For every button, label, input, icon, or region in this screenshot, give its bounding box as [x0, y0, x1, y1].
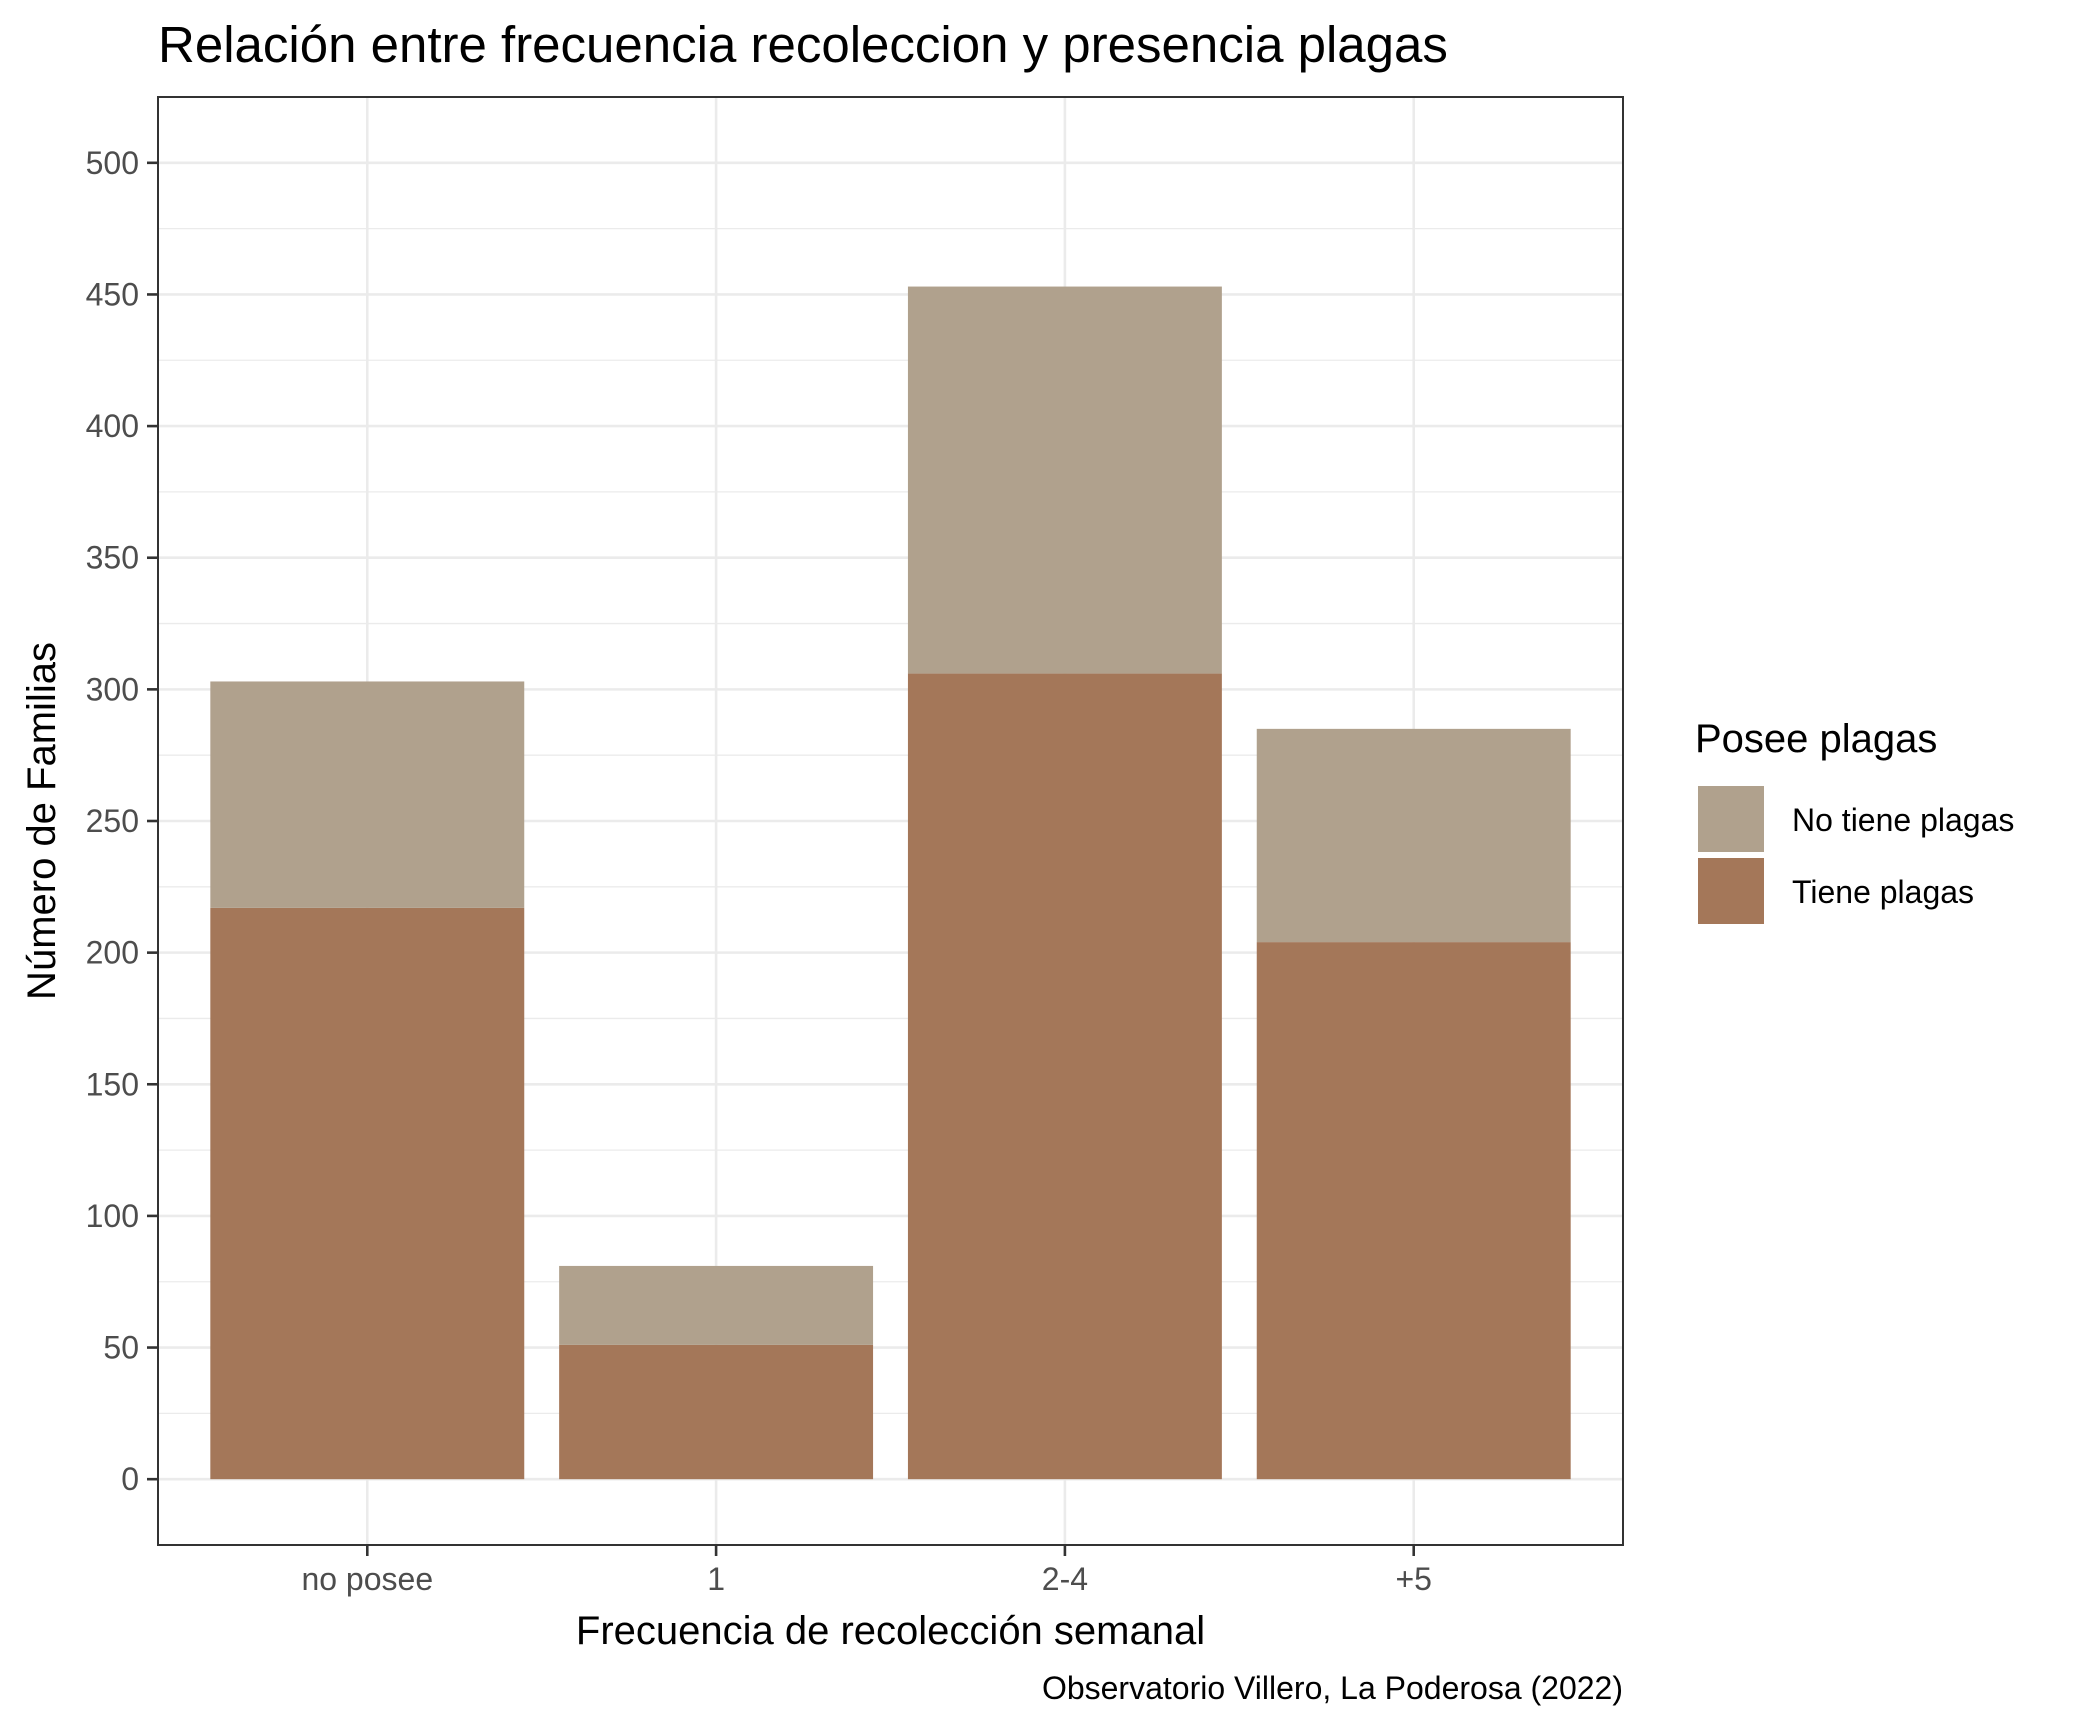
- x-tick-label: +5: [1395, 1561, 1431, 1597]
- chart-caption: Observatorio Villero, La Poderosa (2022): [1042, 1670, 1623, 1706]
- legend-label: Tiene plagas: [1792, 874, 1974, 910]
- y-axis: 0 50 100 150 200 250 300 350 400 450 500: [86, 145, 158, 1497]
- bar-no-tiene-plagas: [559, 1265, 874, 1345]
- x-axis-title: Frecuencia de recolección semanal: [576, 1609, 1205, 1653]
- y-tick-label: 300: [86, 671, 139, 707]
- y-tick-label: 500: [86, 145, 139, 181]
- y-tick-label: 400: [86, 408, 139, 444]
- y-tick-label: 350: [86, 540, 139, 576]
- y-tick-label: 450: [86, 276, 139, 312]
- plot-panel: [157, 96, 1624, 1546]
- y-tick-label: 150: [86, 1066, 139, 1102]
- x-axis: no posee 1 2-4 +5: [301, 1545, 1432, 1597]
- y-tick-label: 0: [121, 1461, 139, 1497]
- chart-title: Relación entre frecuencia recoleccion y …: [158, 16, 1448, 73]
- legend-title: Posee plagas: [1695, 717, 1937, 761]
- bar-tiene-plagas: [907, 673, 1222, 1480]
- y-tick-label: 50: [103, 1330, 139, 1366]
- bar-tiene-plagas: [559, 1344, 874, 1480]
- bar-tiene-plagas: [210, 907, 525, 1480]
- x-tick-label: 1: [707, 1561, 725, 1597]
- legend-key: [1698, 786, 1764, 852]
- x-tick-label: 2-4: [1042, 1561, 1088, 1597]
- x-tick-label: no posee: [301, 1561, 433, 1597]
- bar-tiene-plagas: [1256, 942, 1571, 1480]
- legend-label: No tiene plagas: [1792, 802, 2014, 838]
- legend-key: [1698, 858, 1764, 924]
- bars: [210, 286, 1571, 1480]
- y-tick-label: 200: [86, 935, 139, 971]
- legend: Posee plagas No tiene plagas Tiene plagas: [1695, 717, 2014, 924]
- bar-no-tiene-plagas: [210, 681, 525, 908]
- y-tick-label: 100: [86, 1198, 139, 1234]
- y-tick-label: 250: [86, 803, 139, 839]
- y-axis-title: Número de Familias: [20, 642, 64, 1000]
- bar-no-tiene-plagas: [907, 286, 1222, 674]
- bar-no-tiene-plagas: [1256, 728, 1571, 943]
